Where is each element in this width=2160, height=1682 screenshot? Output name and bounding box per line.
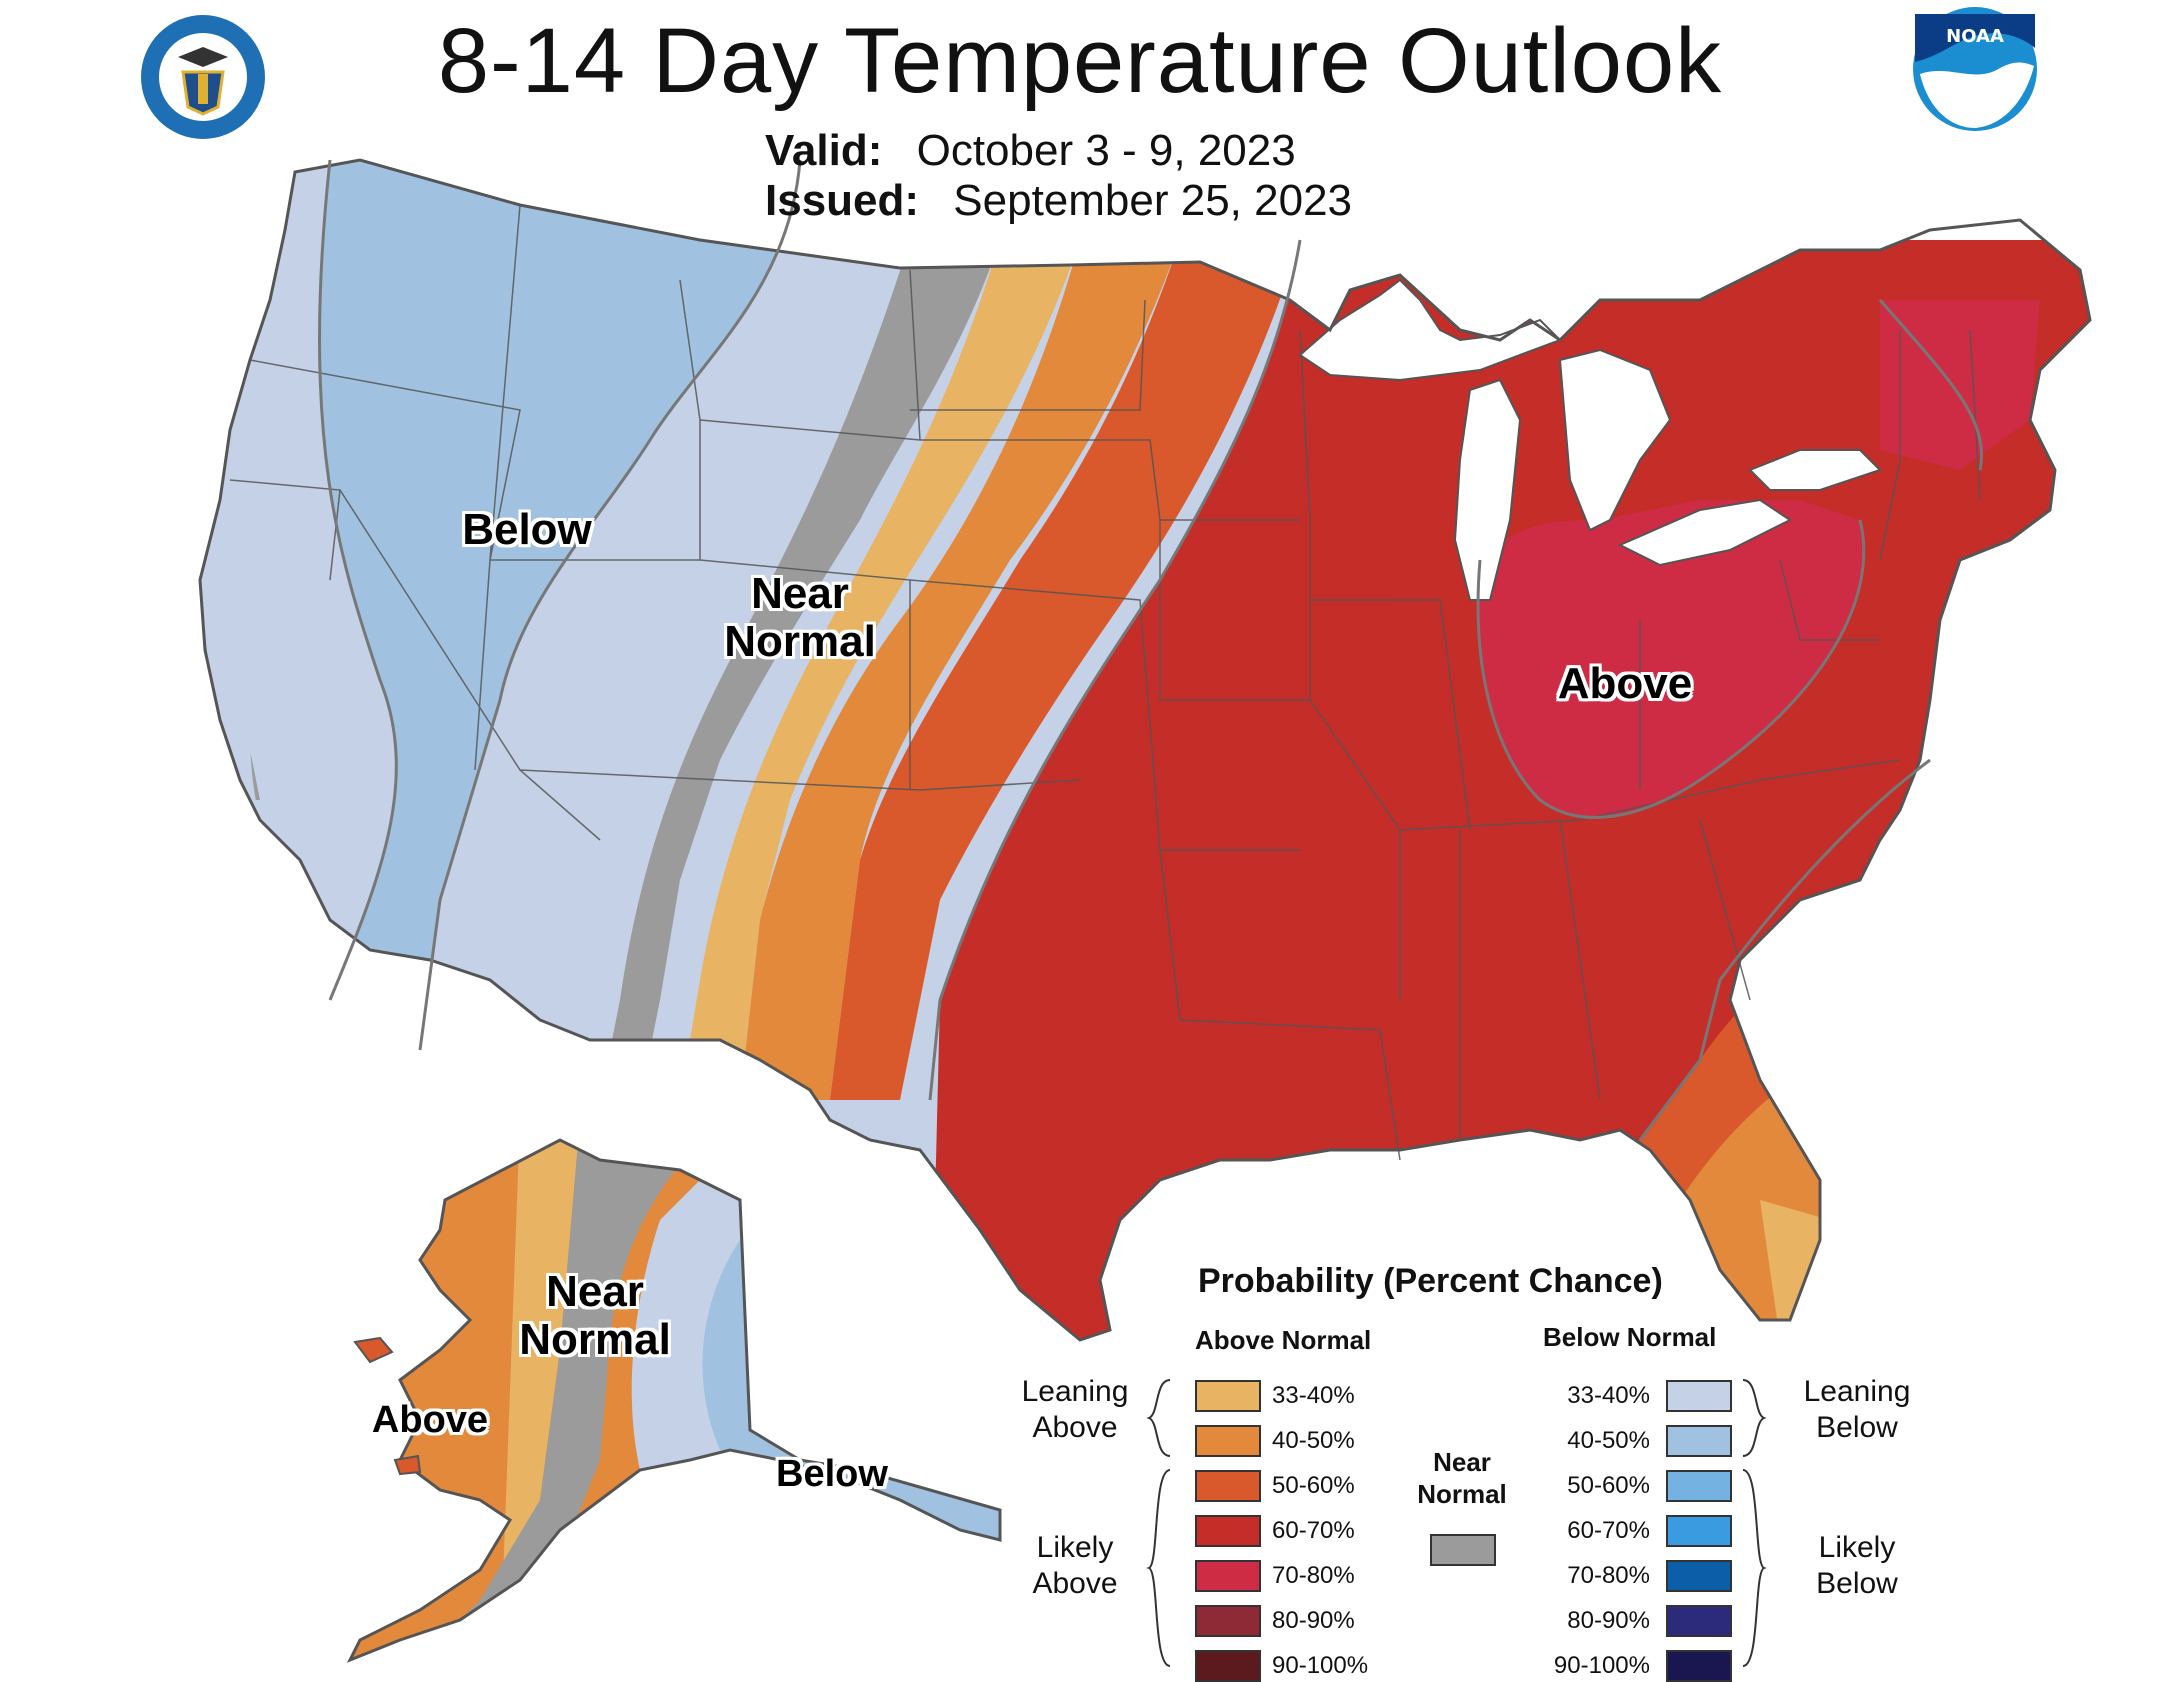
legend-below-swatch: [1666, 1380, 1732, 1412]
legend-above-swatch: [1195, 1425, 1261, 1457]
page-title: 8-14 Day Temperature Outlook: [437, 10, 1723, 112]
date-info: Valid: October 3 - 9, 2023 Issued: Septe…: [765, 126, 1352, 226]
legend-below-swatch: [1666, 1470, 1732, 1502]
noaa-logo-text: NOAA: [1946, 26, 2004, 47]
leaning-above-label: Leaning Above: [1021, 1375, 1129, 1444]
near-normal-legend-label: Near Normal: [1417, 1447, 1507, 1509]
brace-leaning-below: [1742, 1379, 1767, 1457]
legend-above-swatch: [1195, 1560, 1261, 1592]
legend-above-swatch: [1195, 1470, 1261, 1502]
near-normal-swatch: [1430, 1534, 1496, 1566]
brace-leaning-above: [1146, 1379, 1171, 1457]
legend-below-swatch-label: 90-100%: [1553, 1652, 1650, 1679]
issued-date: September 25, 2023: [953, 176, 1353, 225]
noaa-logo-icon: NOAA: [1913, 7, 2037, 131]
legend-below-swatch: [1666, 1515, 1732, 1547]
legend-below-swatch: [1666, 1425, 1732, 1457]
conus-above-label: Above: [1557, 659, 1693, 708]
leaning-below-label: Leaning Below: [1803, 1375, 1911, 1444]
legend-below-swatch: [1666, 1650, 1732, 1682]
legend-below-swatch: [1666, 1560, 1732, 1592]
legend-above-swatch-label: 50-60%: [1272, 1472, 1355, 1499]
valid-date: October 3 - 9, 2023: [916, 126, 1296, 175]
legend-above-swatch-label: 70-80%: [1272, 1562, 1355, 1589]
legend-above-swatch-label: 60-70%: [1272, 1517, 1355, 1544]
ak-below-label: Below: [776, 1453, 888, 1495]
issued-label: Issued:: [765, 176, 920, 225]
brace-likely-above: [1146, 1469, 1171, 1667]
legend-above-swatch: [1195, 1650, 1261, 1682]
legend-below-swatch-label: 80-90%: [1567, 1607, 1650, 1634]
legend-above-swatch: [1195, 1515, 1261, 1547]
legend-above-swatch: [1195, 1605, 1261, 1637]
legend-below-header: Below Normal: [1543, 1322, 1717, 1352]
legend-above-swatch-label: 80-90%: [1272, 1607, 1355, 1634]
legend-below-swatch-label: 70-80%: [1567, 1562, 1650, 1589]
legend-below-swatch-label: 33-40%: [1567, 1382, 1650, 1409]
commerce-seal-icon: [141, 15, 265, 139]
legend-above-swatch-label: 33-40%: [1272, 1382, 1355, 1409]
legend-above-swatch-label: 90-100%: [1272, 1652, 1369, 1679]
brace-likely-below: [1742, 1469, 1767, 1667]
legend-title: Probability (Percent Chance): [1198, 1262, 1663, 1300]
legend-below-swatch-label: 40-50%: [1567, 1427, 1650, 1454]
legend-below-swatch: [1666, 1605, 1732, 1637]
ak-above-label: Above: [371, 1399, 489, 1441]
legend-above-swatch: [1195, 1380, 1261, 1412]
legend-above-swatch-label: 40-50%: [1272, 1427, 1355, 1454]
likely-below-label: Likely Below: [1816, 1531, 1898, 1600]
conus-near-normal-label: Near Normal: [724, 569, 876, 666]
legend-above-header: Above Normal: [1195, 1325, 1372, 1355]
ak-near-normal-label: Near Normal: [519, 1267, 671, 1364]
valid-label: Valid:: [765, 126, 883, 175]
likely-above-label: Likely Above: [1032, 1531, 1118, 1600]
conus-below-label: Below: [462, 505, 592, 554]
legend-below-swatch-label: 50-60%: [1567, 1472, 1650, 1499]
legend-below-swatch-label: 60-70%: [1567, 1517, 1650, 1544]
